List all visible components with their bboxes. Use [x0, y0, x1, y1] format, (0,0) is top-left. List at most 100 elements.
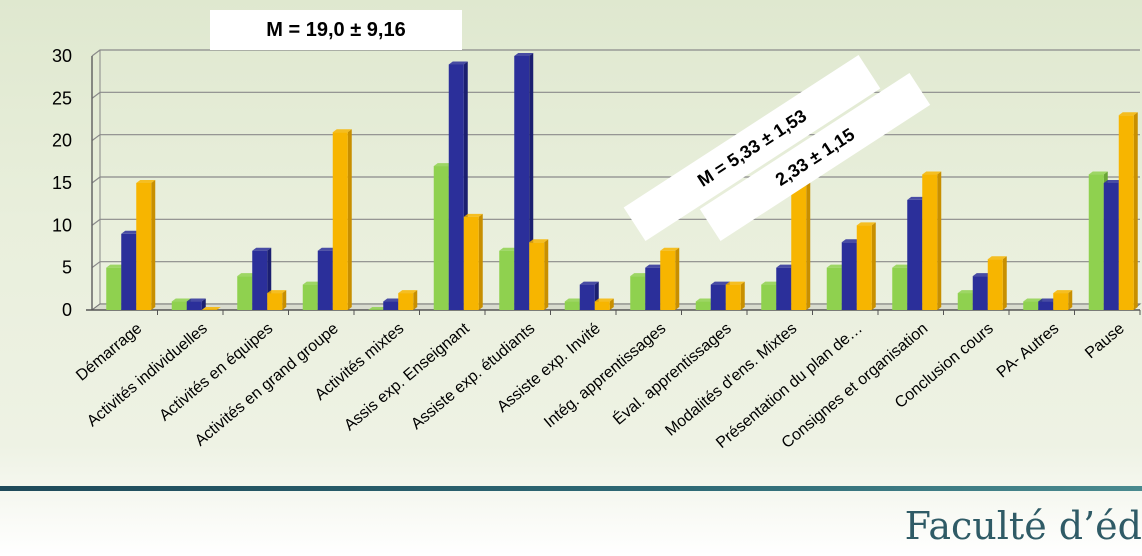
bar	[725, 281, 745, 310]
bar-front-face	[892, 267, 908, 310]
bar-front-face	[499, 250, 515, 310]
y-tick-label: 15	[52, 173, 72, 193]
bar-side-face	[478, 213, 483, 310]
bar-top-face	[317, 247, 337, 251]
bar-front-face	[725, 284, 741, 310]
bar-front-face	[907, 199, 923, 310]
bar-top-face	[433, 163, 453, 167]
gridline	[91, 134, 1140, 142]
bar-side-face	[544, 239, 549, 310]
bar	[529, 239, 549, 310]
category-label: Intég. apprentissages	[541, 320, 669, 431]
y-tick-label: 30	[52, 46, 72, 66]
bar-top-face	[695, 298, 715, 302]
footer-faculty-name: Faculté d’éd	[904, 504, 1142, 548]
bar-front-face	[186, 301, 202, 310]
bar	[922, 171, 942, 310]
bar-top-face	[1053, 290, 1073, 294]
bar-front-face	[791, 174, 807, 310]
bar-side-face	[347, 129, 352, 310]
mean-callout-1: M = 19,0 ± 9,16	[210, 10, 462, 50]
bar-front-face	[136, 183, 152, 310]
bar-front-face	[267, 293, 283, 310]
bar-top-face	[121, 230, 141, 234]
bar-front-face	[529, 242, 545, 310]
bar-front-face	[433, 166, 449, 310]
bar-top-face	[856, 222, 876, 226]
grid-lines	[91, 49, 1140, 311]
bar-top-face	[710, 281, 730, 285]
bar-top-face	[463, 213, 483, 217]
bar-front-face	[1038, 301, 1054, 310]
bar-front-face	[398, 293, 414, 310]
bar-front-face	[237, 276, 253, 310]
bar-top-face	[499, 247, 519, 251]
bar-top-face	[201, 307, 221, 310]
bar-front-face	[826, 267, 842, 310]
bar-top-face	[776, 264, 796, 268]
bar-top-face	[186, 298, 206, 302]
bar-front-face	[121, 233, 137, 310]
bar-side-face	[675, 247, 680, 310]
bar	[201, 307, 221, 310]
bar-side-face	[1068, 290, 1073, 310]
bar-front-face	[383, 301, 399, 310]
bar-top-face	[841, 239, 861, 243]
bar-front-face	[645, 267, 661, 310]
bar-front-face	[1053, 293, 1069, 310]
category-label: Activités en équipes	[156, 320, 276, 424]
y-tick-label: 25	[52, 88, 72, 108]
bar-top-face	[302, 281, 322, 285]
bar-front-face	[695, 301, 711, 310]
bar-top-face	[514, 53, 534, 56]
bar-side-face	[413, 290, 418, 310]
bar-top-face	[1088, 171, 1108, 175]
bar-side-face	[871, 222, 876, 310]
category-label: Éval. apprentissages	[609, 319, 735, 429]
gridline	[91, 49, 1140, 57]
bar-front-face	[171, 301, 187, 310]
bar-side-face	[937, 171, 942, 310]
y-tick-label: 10	[52, 215, 72, 235]
y-tick-label: 20	[52, 131, 72, 151]
gridline	[91, 176, 1140, 184]
bar	[1118, 112, 1138, 311]
bar-top-face	[136, 180, 156, 183]
bar	[267, 290, 287, 310]
bar	[186, 298, 206, 310]
bar-top-face	[1023, 298, 1043, 302]
bar-front-face	[317, 250, 333, 310]
category-label: Assiste exp. étudiants	[408, 320, 538, 433]
bar	[594, 298, 614, 310]
bar-side-face	[1002, 256, 1007, 310]
bar	[463, 213, 483, 310]
bar-front-face	[630, 276, 646, 310]
bar-front-face	[252, 250, 268, 310]
y-tick-label: 0	[62, 300, 72, 320]
bar-side-face	[1133, 112, 1138, 311]
gridline	[91, 91, 1140, 99]
bar	[136, 180, 156, 310]
bar-side-face	[740, 281, 745, 310]
bar-top-face	[1103, 180, 1123, 183]
bar-side-face	[609, 298, 614, 310]
bar-top-face	[529, 239, 549, 243]
bar-top-face	[383, 298, 403, 302]
bar-top-face	[907, 196, 927, 200]
bar-top-face	[564, 298, 584, 302]
bar	[660, 247, 680, 310]
bar-front-face	[514, 56, 530, 310]
bar-front-face	[332, 132, 348, 310]
bar-front-face	[987, 259, 1003, 310]
bar-top-face	[332, 129, 352, 133]
bar-front-face	[761, 284, 777, 310]
bar-side-face	[201, 298, 206, 310]
bar-front-face	[776, 267, 792, 310]
bar	[332, 129, 352, 310]
bar-top-face	[826, 264, 846, 268]
category-label: Assis exp. Enseignant	[341, 320, 473, 435]
category-label: Pause	[1082, 320, 1128, 362]
bar-top-face	[1038, 298, 1058, 302]
bar-top-face	[448, 61, 468, 65]
category-label: PA- Autres	[994, 320, 1063, 381]
